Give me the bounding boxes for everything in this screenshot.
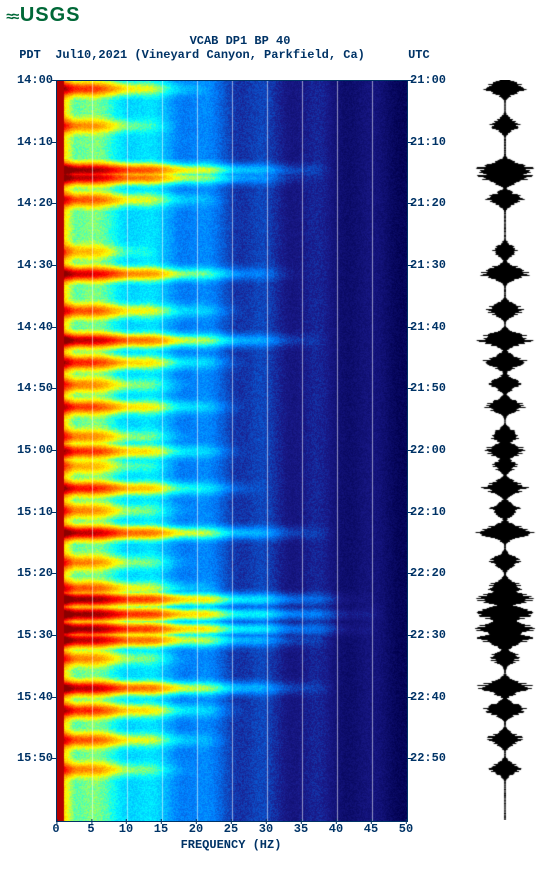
tick-mark bbox=[51, 450, 56, 451]
tick-mark bbox=[51, 80, 56, 81]
tick-mark bbox=[51, 142, 56, 143]
chart-title: VCAB DP1 BP 40 bbox=[20, 34, 460, 48]
freq-tick-label: 35 bbox=[294, 822, 308, 836]
chart-header: VCAB DP1 BP 40 PDT Jul10,2021 (Vineyard … bbox=[0, 34, 552, 62]
time-tick-label: 21:50 bbox=[410, 382, 455, 394]
tick-mark bbox=[407, 327, 412, 328]
tick-mark bbox=[51, 573, 56, 574]
right-time-axis: 21:0021:1021:2021:3021:4021:5022:0022:10… bbox=[410, 80, 455, 820]
time-tick-label: 14:40 bbox=[8, 321, 53, 333]
freq-tick-label: 5 bbox=[87, 822, 94, 836]
freq-tick: 35 bbox=[294, 822, 308, 836]
time-tick-label: 15:10 bbox=[8, 506, 53, 518]
tick-mark bbox=[161, 819, 162, 824]
tick-mark bbox=[91, 819, 92, 824]
time-tick-label: 15:50 bbox=[8, 752, 53, 764]
tick-mark bbox=[56, 819, 57, 824]
freq-tick-label: 20 bbox=[189, 822, 203, 836]
time-tick-label: 14:00 bbox=[8, 74, 53, 86]
tick-mark bbox=[407, 80, 412, 81]
freq-tick: 20 bbox=[189, 822, 203, 836]
time-tick-label: 22:40 bbox=[410, 691, 455, 703]
tick-mark bbox=[407, 758, 412, 759]
tick-mark bbox=[231, 819, 232, 824]
freq-tick: 45 bbox=[364, 822, 378, 836]
tick-mark bbox=[51, 512, 56, 513]
time-tick-label: 14:30 bbox=[8, 259, 53, 271]
frequency-axis-label: FREQUENCY (HZ) bbox=[56, 838, 406, 852]
tick-mark bbox=[371, 819, 372, 824]
time-tick-label: 14:50 bbox=[8, 382, 53, 394]
time-tick-label: 21:30 bbox=[410, 259, 455, 271]
spectrogram-panel bbox=[56, 80, 408, 822]
freq-tick: 25 bbox=[224, 822, 238, 836]
time-tick-label: 15:20 bbox=[8, 567, 53, 579]
freq-tick-label: 50 bbox=[399, 822, 413, 836]
tick-mark bbox=[51, 635, 56, 636]
tick-mark bbox=[51, 758, 56, 759]
tick-mark bbox=[407, 635, 412, 636]
time-tick-label: 21:20 bbox=[410, 197, 455, 209]
time-tick-label: 15:40 bbox=[8, 691, 53, 703]
left-time-axis: 14:0014:1014:2014:3014:4014:5015:0015:10… bbox=[8, 80, 53, 820]
freq-tick: 15 bbox=[154, 822, 168, 836]
tick-mark bbox=[301, 819, 302, 824]
tz-left-label: PDT bbox=[19, 48, 41, 62]
tick-mark bbox=[407, 265, 412, 266]
waveform-canvas bbox=[470, 80, 540, 820]
time-tick-label: 14:20 bbox=[8, 197, 53, 209]
time-tick-label: 22:00 bbox=[410, 444, 455, 456]
tick-mark bbox=[51, 265, 56, 266]
freq-tick-label: 15 bbox=[154, 822, 168, 836]
tick-mark bbox=[51, 697, 56, 698]
tick-mark bbox=[407, 203, 412, 204]
time-tick-label: 22:20 bbox=[410, 567, 455, 579]
usgs-logo: ≈≈USGS bbox=[6, 4, 81, 27]
freq-tick-label: 40 bbox=[329, 822, 343, 836]
time-tick-label: 22:10 bbox=[410, 506, 455, 518]
time-tick-label: 15:30 bbox=[8, 629, 53, 641]
freq-tick: 10 bbox=[119, 822, 133, 836]
freq-tick-label: 30 bbox=[259, 822, 273, 836]
time-tick-label: 21:10 bbox=[410, 136, 455, 148]
tick-mark bbox=[196, 819, 197, 824]
tick-mark bbox=[407, 142, 412, 143]
tick-mark bbox=[126, 819, 127, 824]
freq-tick: 5 bbox=[87, 822, 94, 836]
spectrogram-canvas bbox=[57, 81, 407, 821]
freq-tick-label: 10 bbox=[119, 822, 133, 836]
time-tick-label: 22:50 bbox=[410, 752, 455, 764]
freq-tick: 0 bbox=[52, 822, 59, 836]
tick-mark bbox=[407, 388, 412, 389]
tick-mark bbox=[407, 512, 412, 513]
time-tick-label: 21:00 bbox=[410, 74, 455, 86]
time-tick-label: 22:30 bbox=[410, 629, 455, 641]
waveform-panel bbox=[470, 80, 540, 820]
time-tick-label: 14:10 bbox=[8, 136, 53, 148]
usgs-wave-icon: ≈≈ bbox=[6, 10, 17, 26]
time-tick-label: 21:40 bbox=[410, 321, 455, 333]
freq-tick: 50 bbox=[399, 822, 413, 836]
chart-subtitle: PDT Jul10,2021 (Vineyard Canyon, Parkfie… bbox=[12, 48, 552, 62]
time-tick-label: 15:00 bbox=[8, 444, 53, 456]
tick-mark bbox=[407, 697, 412, 698]
tz-right-label: UTC bbox=[408, 48, 430, 62]
tick-mark bbox=[51, 203, 56, 204]
freq-tick-label: 25 bbox=[224, 822, 238, 836]
tick-mark bbox=[51, 327, 56, 328]
tick-mark bbox=[336, 819, 337, 824]
freq-tick: 30 bbox=[259, 822, 273, 836]
date-label: Jul10,2021 (Vineyard Canyon, Parkfield, … bbox=[55, 48, 365, 62]
tick-mark bbox=[407, 573, 412, 574]
tick-mark bbox=[266, 819, 267, 824]
tick-mark bbox=[51, 388, 56, 389]
freq-tick: 40 bbox=[329, 822, 343, 836]
freq-tick-label: 45 bbox=[364, 822, 378, 836]
tick-mark bbox=[407, 450, 412, 451]
usgs-text: USGS bbox=[20, 4, 81, 26]
tick-mark bbox=[406, 819, 407, 824]
freq-tick-label: 0 bbox=[52, 822, 59, 836]
